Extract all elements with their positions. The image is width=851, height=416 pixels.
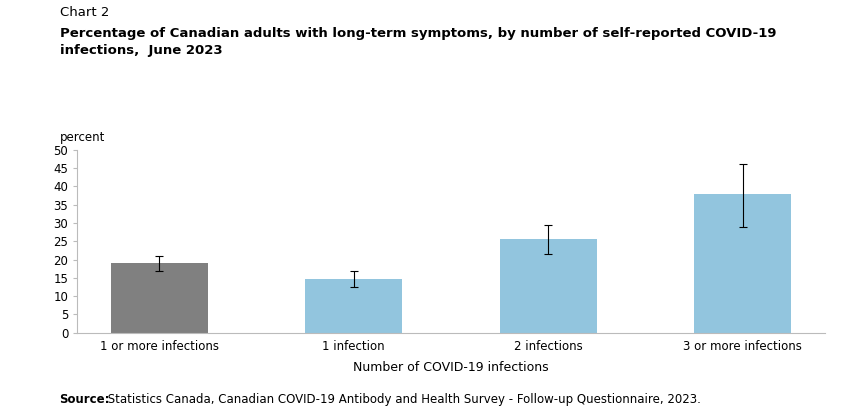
Bar <box>694 194 791 333</box>
Text: Statistics Canada, Canadian COVID-19 Antibody and Health Survey - Follow-up Ques: Statistics Canada, Canadian COVID-19 Ant… <box>104 393 700 406</box>
Text: Chart 2: Chart 2 <box>60 6 109 19</box>
Text: Source:: Source: <box>60 393 110 406</box>
X-axis label: Number of COVID-19 infections: Number of COVID-19 infections <box>353 361 549 374</box>
Text: Percentage of Canadian adults with long-term symptoms, by number of self-reporte: Percentage of Canadian adults with long-… <box>60 27 776 57</box>
Bar <box>306 279 403 333</box>
Bar <box>111 263 208 333</box>
Bar <box>500 240 597 333</box>
Text: percent: percent <box>60 131 105 144</box>
